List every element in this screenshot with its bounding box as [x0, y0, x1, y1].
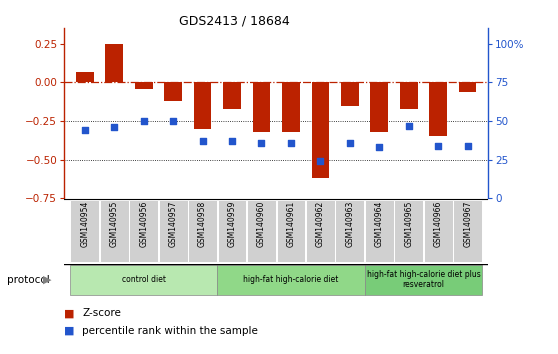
Text: GSM140961: GSM140961 — [286, 201, 295, 247]
Bar — [135, 82, 152, 88]
Text: ■: ■ — [64, 326, 75, 336]
Point — [404, 123, 413, 129]
Bar — [223, 82, 241, 109]
Bar — [282, 82, 300, 132]
Point — [463, 143, 472, 149]
Text: ▶: ▶ — [43, 275, 51, 285]
FancyBboxPatch shape — [365, 200, 394, 262]
Text: GSM140957: GSM140957 — [169, 201, 177, 247]
Bar — [400, 82, 417, 109]
Text: GSM140954: GSM140954 — [80, 201, 89, 247]
Text: GSM140965: GSM140965 — [404, 201, 413, 247]
Text: percentile rank within the sample: percentile rank within the sample — [82, 326, 258, 336]
Point — [80, 127, 89, 133]
Point — [375, 144, 384, 150]
Bar — [459, 82, 477, 92]
FancyBboxPatch shape — [364, 265, 482, 295]
Text: protocol: protocol — [7, 275, 50, 285]
Text: GSM140960: GSM140960 — [257, 201, 266, 247]
FancyBboxPatch shape — [70, 200, 99, 262]
Text: GSM140955: GSM140955 — [110, 201, 119, 247]
FancyBboxPatch shape — [306, 200, 335, 262]
Bar — [311, 82, 329, 178]
Bar — [164, 82, 182, 101]
Text: GSM140958: GSM140958 — [198, 201, 207, 247]
Point — [169, 118, 177, 124]
FancyBboxPatch shape — [277, 200, 305, 262]
Bar — [105, 44, 123, 82]
Point — [110, 124, 119, 130]
Text: GSM140963: GSM140963 — [345, 201, 354, 247]
FancyBboxPatch shape — [453, 200, 482, 262]
FancyBboxPatch shape — [70, 265, 217, 295]
Text: GSM140966: GSM140966 — [434, 201, 442, 247]
FancyBboxPatch shape — [247, 200, 276, 262]
Text: high-fat high-calorie diet plus
resveratrol: high-fat high-calorie diet plus resverat… — [367, 270, 480, 289]
Point — [434, 143, 442, 149]
FancyBboxPatch shape — [395, 200, 423, 262]
Point — [257, 140, 266, 145]
Text: GSM140967: GSM140967 — [463, 201, 472, 247]
Bar — [76, 72, 94, 82]
Bar — [253, 82, 270, 132]
Point — [198, 138, 207, 144]
Text: Z-score: Z-score — [82, 308, 121, 318]
Point — [140, 118, 148, 124]
Text: GSM140964: GSM140964 — [375, 201, 384, 247]
FancyBboxPatch shape — [424, 200, 453, 262]
FancyBboxPatch shape — [217, 265, 364, 295]
FancyBboxPatch shape — [335, 200, 364, 262]
FancyBboxPatch shape — [188, 200, 217, 262]
FancyBboxPatch shape — [218, 200, 247, 262]
FancyBboxPatch shape — [158, 200, 187, 262]
Text: GSM140956: GSM140956 — [139, 201, 148, 247]
Text: GSM140962: GSM140962 — [316, 201, 325, 247]
Point — [228, 138, 237, 144]
Text: control diet: control diet — [122, 275, 166, 284]
Bar — [341, 82, 359, 105]
Bar — [371, 82, 388, 132]
Bar — [194, 82, 211, 129]
Point — [316, 158, 325, 164]
Point — [345, 140, 354, 145]
Point — [286, 140, 295, 145]
Text: GSM140959: GSM140959 — [228, 201, 237, 247]
FancyBboxPatch shape — [129, 200, 158, 262]
Text: GDS2413 / 18684: GDS2413 / 18684 — [179, 14, 290, 27]
Text: high-fat high-calorie diet: high-fat high-calorie diet — [243, 275, 339, 284]
FancyBboxPatch shape — [100, 200, 129, 262]
Bar — [429, 82, 447, 136]
Text: ■: ■ — [64, 308, 75, 318]
